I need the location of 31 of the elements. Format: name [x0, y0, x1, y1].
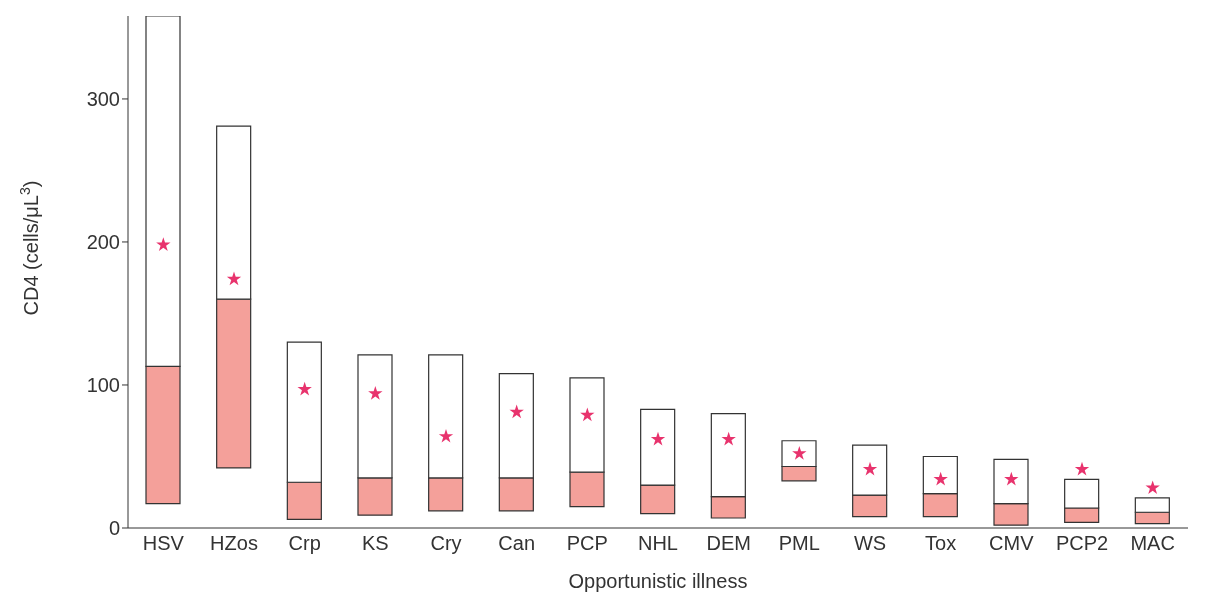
point: [156, 237, 171, 251]
point: [1145, 480, 1160, 495]
x-tick-label: CMV: [989, 532, 1035, 555]
point: [1074, 461, 1090, 476]
x-tick-label: PML: [778, 532, 820, 555]
x-tick-label: MAC: [1130, 532, 1175, 555]
y-tick-label: 100: [86, 374, 120, 397]
y-tick-label: 0: [108, 517, 120, 540]
point: [297, 381, 312, 396]
point: [721, 431, 736, 446]
x-tick-label: PCP2: [1055, 532, 1109, 555]
point: [650, 431, 666, 446]
x-tick-label: WS: [853, 532, 887, 555]
x-tick-label: DEM: [706, 532, 751, 555]
point: [580, 407, 595, 422]
x-tick-label: Tox: [925, 532, 957, 555]
x-tick-label: Can: [498, 532, 536, 555]
point: [368, 386, 383, 400]
x-tick-label: KS: [361, 532, 389, 555]
x-axis-title: Opportunistic illness: [568, 570, 748, 592]
x-tick-label: Crp: [288, 532, 321, 555]
x-tick-label: NHL: [637, 532, 679, 555]
x-tick-label: Cry: [430, 532, 462, 555]
point: [226, 271, 242, 286]
x-tick-label: HZos: [210, 532, 258, 555]
y-tick-label: 200: [86, 231, 120, 254]
point: [438, 428, 454, 443]
x-tick-label: HSV: [142, 532, 185, 555]
y-tick-label: 300: [86, 88, 120, 111]
point: [509, 404, 524, 419]
x-tick-label: PCP: [566, 532, 608, 555]
